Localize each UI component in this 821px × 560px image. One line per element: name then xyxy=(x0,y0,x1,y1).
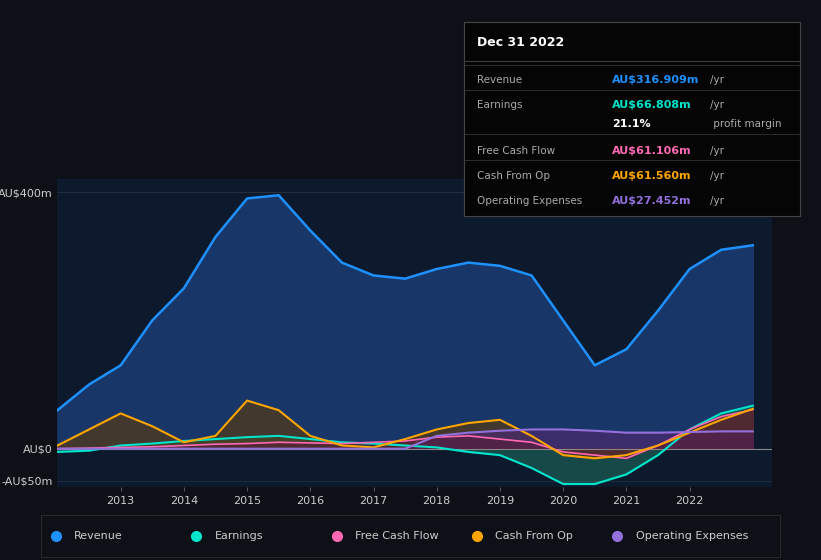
Text: AU$316.909m: AU$316.909m xyxy=(612,74,699,85)
Text: Free Cash Flow: Free Cash Flow xyxy=(477,146,556,156)
Text: /yr: /yr xyxy=(709,146,723,156)
Text: Revenue: Revenue xyxy=(75,531,123,541)
Text: Free Cash Flow: Free Cash Flow xyxy=(355,531,438,541)
Text: Earnings: Earnings xyxy=(477,100,523,110)
Text: /yr: /yr xyxy=(709,74,723,85)
Text: AU$61.106m: AU$61.106m xyxy=(612,146,691,156)
Text: /yr: /yr xyxy=(709,171,723,181)
Text: Revenue: Revenue xyxy=(477,74,522,85)
Text: Earnings: Earnings xyxy=(215,531,264,541)
Text: /yr: /yr xyxy=(709,197,723,206)
Text: 21.1%: 21.1% xyxy=(612,119,650,129)
Text: /yr: /yr xyxy=(709,100,723,110)
Text: Dec 31 2022: Dec 31 2022 xyxy=(477,36,565,49)
Text: Operating Expenses: Operating Expenses xyxy=(477,197,583,206)
Text: Operating Expenses: Operating Expenses xyxy=(636,531,748,541)
Text: profit margin: profit margin xyxy=(709,119,781,129)
Text: AU$27.452m: AU$27.452m xyxy=(612,197,691,206)
Text: Cash From Op: Cash From Op xyxy=(496,531,573,541)
Text: AU$61.560m: AU$61.560m xyxy=(612,171,691,181)
Text: AU$66.808m: AU$66.808m xyxy=(612,100,691,110)
Text: Cash From Op: Cash From Op xyxy=(477,171,550,181)
